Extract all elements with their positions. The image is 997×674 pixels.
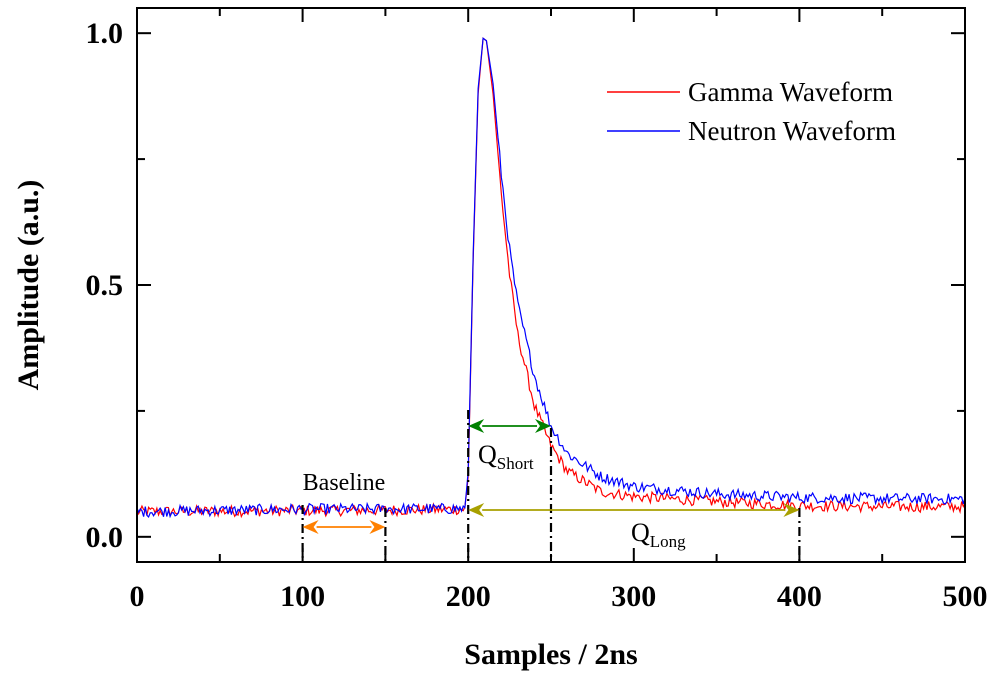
x-tick-label: 0 [130,580,145,613]
q-long-label-sub: Long [650,532,686,551]
q-long-arrow-head-left [468,503,485,517]
baseline-arrow [302,520,386,534]
q-short-label: QShort [478,440,534,473]
legend-label-gamma: Gamma Waveform [688,77,893,107]
x-tick-label: 500 [943,580,988,613]
y-axis-title: Amplitude (a.u.) [12,180,45,391]
y-tick-label: 0.5 [86,269,124,302]
axis-layer: 0 100 200 300 400 500 0.0 0.5 1.0 [86,8,988,613]
legend: Gamma Waveform Neutron Waveform [607,77,896,146]
x-tick-label: 300 [611,580,656,613]
y-tick-label: 1.0 [86,17,124,50]
q-long-label: QLong [631,518,686,551]
baseline-label: Baseline [303,470,386,496]
q-short-label-main: Q [478,440,497,469]
x-axis-title: Samples / 2ns [464,638,637,671]
q-long-arrow-head-right [783,503,800,517]
x-tick-label: 200 [446,580,491,613]
q-short-arrow-head-right [535,419,551,433]
series-line-gamma [136,37,966,519]
q-short-label-sub: Short [497,454,534,473]
x-tick-label: 100 [280,580,325,613]
series-line-neutron [136,37,966,519]
x-tick-label: 400 [777,580,822,613]
series-layer [136,37,966,519]
baseline-arrow-head-right [369,520,386,534]
q-short-arrow [468,419,551,433]
legend-label-neutron: Neutron Waveform [688,116,896,146]
q-short-arrow-head-left [468,419,485,433]
baseline-arrow-head-left [302,520,319,534]
y-tick-label: 0.0 [86,521,124,554]
q-long-arrow [468,503,800,517]
q-long-label-main: Q [631,518,650,547]
